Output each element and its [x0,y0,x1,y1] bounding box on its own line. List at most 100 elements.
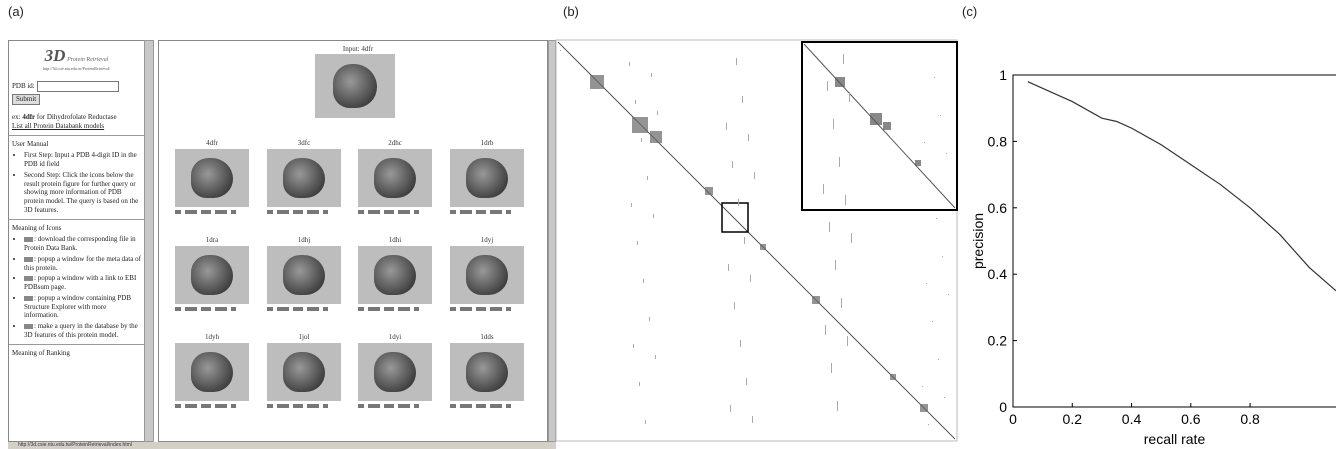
icon-button[interactable] [307,307,319,311]
list-link[interactable]: List all Protein Databank models [12,122,141,131]
matrix-speck [742,96,743,103]
icon-button[interactable] [277,404,289,408]
icon-button[interactable] [358,210,364,214]
icon-button[interactable] [460,307,472,311]
protein-image[interactable] [175,246,249,304]
icon-button[interactable] [358,307,364,311]
icon-button[interactable] [293,307,303,311]
matrix-speck [948,294,949,295]
pdb-form: PDB id: Submit [12,81,141,105]
protein-image[interactable] [450,246,524,304]
protein-image[interactable] [450,149,524,207]
icon-button[interactable] [231,307,236,311]
icon-button[interactable] [384,307,394,311]
protein-image[interactable] [267,343,341,401]
icon-button[interactable] [323,210,328,214]
section-title: User Manual [12,140,141,149]
icon-button[interactable] [450,404,456,408]
icon-button[interactable] [293,210,303,214]
icon-button[interactable] [277,210,289,214]
icon-button[interactable] [506,404,511,408]
icon-button[interactable] [476,404,486,408]
icon-button[interactable] [323,307,328,311]
icon-button[interactable] [368,210,380,214]
icon-button[interactable] [293,404,303,408]
scrollbar[interactable] [144,40,154,442]
icon-button[interactable] [414,404,419,408]
icon-button[interactable] [201,210,211,214]
figure: (a) (b) (c) 3D Protein Retrieval http://… [0,0,1336,449]
pdb-input[interactable] [37,81,119,92]
result-label: 1dyj [447,236,527,244]
matrix-speck [736,58,737,65]
icon-button[interactable] [506,210,511,214]
icon-button[interactable] [215,404,227,408]
icon-button[interactable] [231,404,236,408]
matrix-speck [944,397,945,398]
protein-image[interactable] [358,149,432,207]
protein-shape [191,255,232,296]
protein-image[interactable] [175,149,249,207]
icon-button[interactable] [277,307,289,311]
icon-button[interactable] [368,307,380,311]
icon-button[interactable] [490,210,502,214]
matrix-speck [643,279,644,283]
scrollbar[interactable] [548,40,556,442]
icon-button[interactable] [460,404,472,408]
result-icons [450,210,524,214]
submit-button[interactable]: Submit [12,94,40,105]
protein-image[interactable] [358,246,432,304]
matrix-block [760,244,766,250]
protein-shape [283,352,324,393]
icon-button[interactable] [384,210,394,214]
icon-button[interactable] [267,307,273,311]
icon-button[interactable] [185,404,197,408]
protein-image[interactable] [358,343,432,401]
icon-button[interactable] [398,210,410,214]
matrix-speck [647,176,648,180]
icon-button[interactable] [490,404,502,408]
icon-button[interactable] [267,210,273,214]
matrix-speck [740,340,741,347]
icon-button[interactable] [175,404,181,408]
icon-button[interactable] [175,210,181,214]
icon-button[interactable] [323,404,328,408]
icon-button[interactable] [307,210,319,214]
result-label: 1drb [447,139,527,147]
protein-image[interactable] [175,343,249,401]
icon-button[interactable] [201,404,211,408]
protein-image[interactable] [315,54,395,118]
protein-image[interactable] [450,343,524,401]
icon-button[interactable] [490,307,502,311]
icon-button[interactable] [368,404,380,408]
result-label: 1dra [172,236,252,244]
icon-button[interactable] [215,210,227,214]
icon-button[interactable] [450,307,456,311]
protein-image[interactable] [267,149,341,207]
icon-button[interactable] [215,307,227,311]
icon-button[interactable] [476,307,486,311]
icon-button[interactable] [450,210,456,214]
icon-button[interactable] [175,307,181,311]
icon-button[interactable] [398,307,410,311]
icon-button[interactable] [231,210,236,214]
icon-button[interactable] [460,210,472,214]
icon-button[interactable] [414,210,419,214]
icon-button[interactable] [476,210,486,214]
icon-button[interactable] [201,307,211,311]
protein-image[interactable] [267,246,341,304]
icon-text: : popup a window with a link to EBI PDBs… [24,274,136,291]
axes-box [1013,75,1336,407]
icon-button[interactable] [185,210,197,214]
icon-button[interactable] [384,404,394,408]
icon-button[interactable] [506,307,511,311]
icon-button[interactable] [307,404,319,408]
icon-button[interactable] [414,307,419,311]
icon-button[interactable] [185,307,197,311]
icon-button[interactable] [358,404,364,408]
manual-list: First Step: Input a PDB 4-digit ID in th… [12,151,141,214]
icon-button[interactable] [398,404,410,408]
logo-subtitle: Protein Retrieval [67,57,108,63]
icon-button[interactable] [267,404,273,408]
